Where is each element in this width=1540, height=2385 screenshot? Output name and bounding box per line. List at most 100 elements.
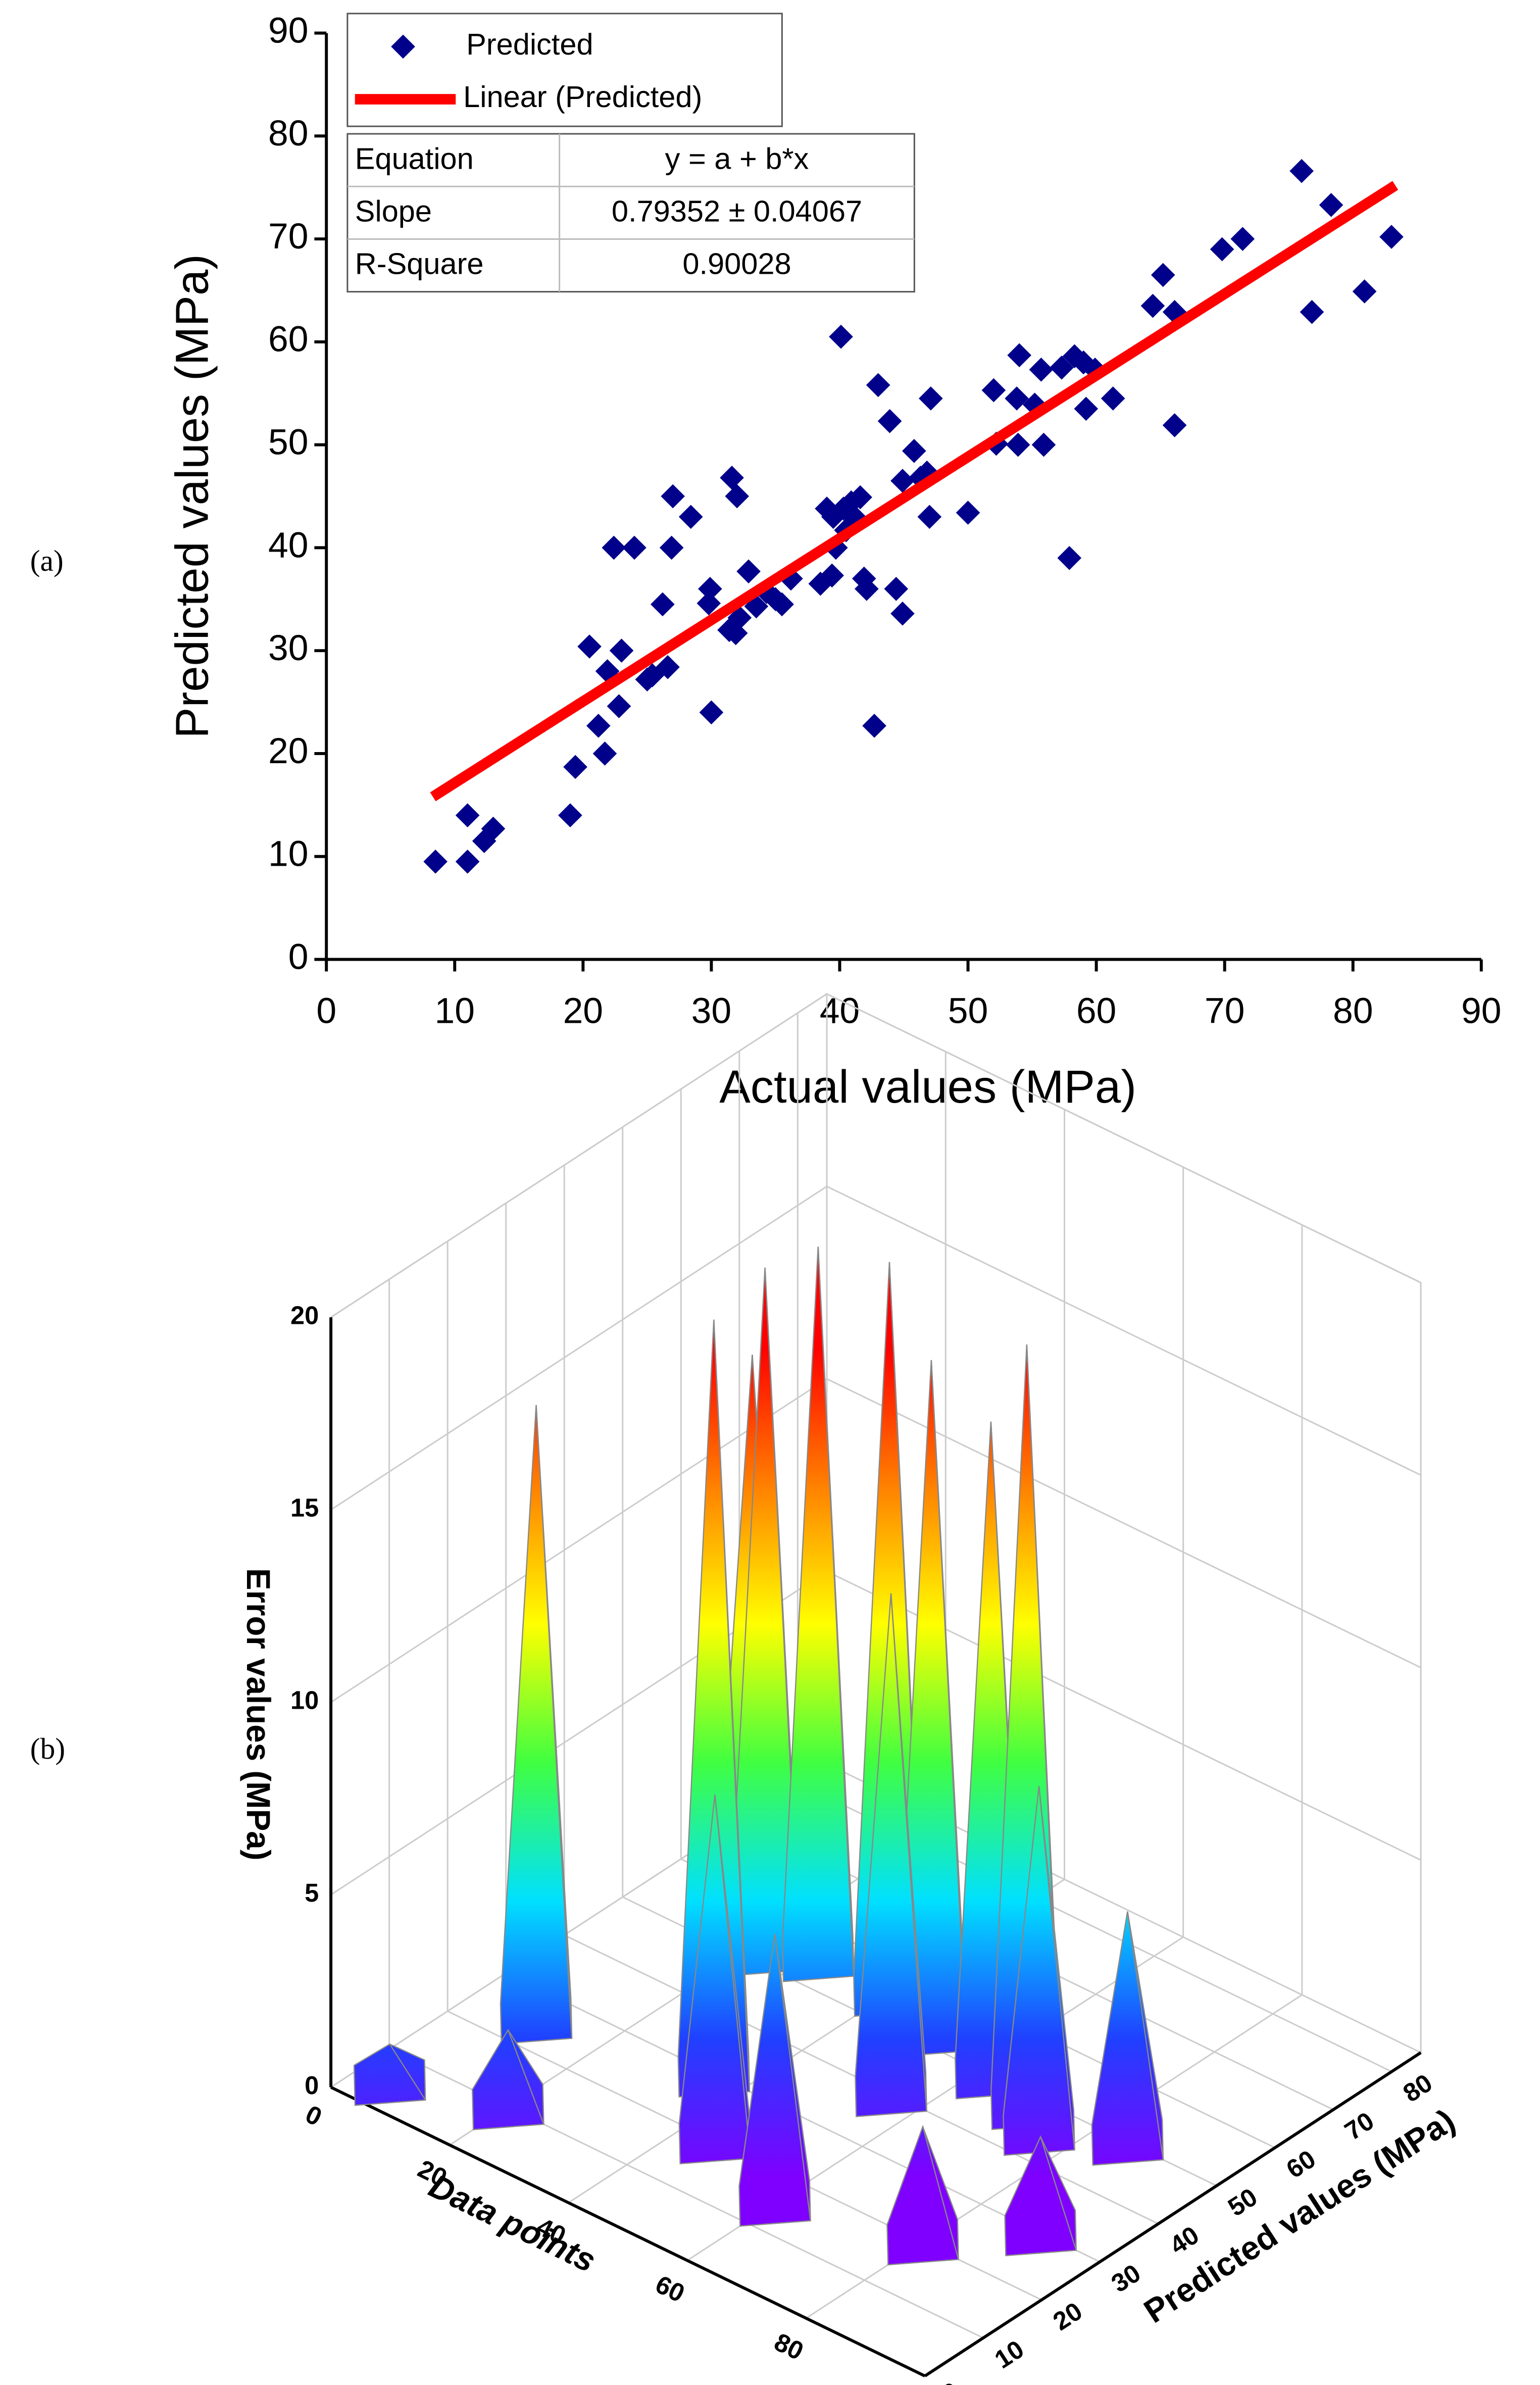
- surface-peak: [855, 1593, 927, 2117]
- fit-line: [430, 181, 1399, 802]
- y-tick-label: 90: [268, 10, 308, 51]
- point: [1379, 225, 1404, 249]
- point: [1151, 263, 1175, 287]
- table-cell: R-Square: [355, 247, 484, 281]
- stats-table: [346, 133, 915, 293]
- point: [656, 655, 680, 679]
- surface-peak: [500, 1405, 573, 2045]
- y-tick-label: 60: [268, 319, 308, 360]
- surface-edge: [1038, 1786, 1075, 2150]
- grid-line: [330, 1185, 1421, 1511]
- y-tick-label: 70: [1339, 2106, 1379, 2146]
- point: [1006, 432, 1030, 457]
- point: [1005, 386, 1029, 411]
- point: [1101, 386, 1125, 411]
- y-tick-label: 40: [1164, 2220, 1204, 2260]
- surface-peak: [1004, 2135, 1077, 2257]
- y-tick-label: 80: [268, 113, 308, 154]
- point: [602, 535, 626, 560]
- legend-label: Predicted: [466, 27, 593, 61]
- point: [678, 505, 703, 529]
- point: [1074, 396, 1099, 421]
- point: [1289, 159, 1314, 183]
- x-tick-label: 70: [1205, 991, 1245, 1031]
- x-tick-label: 50: [948, 991, 988, 1031]
- y-tick-label: 80: [1398, 2068, 1437, 2108]
- x-tick-label: 10: [435, 991, 475, 1031]
- table-cell: Equation: [355, 141, 474, 175]
- point: [820, 563, 844, 588]
- point: [1029, 358, 1054, 382]
- x-tick-label: 0: [301, 2100, 326, 2132]
- grid-line: [686, 1167, 1184, 2261]
- surface-edge: [389, 2044, 426, 2101]
- point: [698, 577, 722, 601]
- surface-peak: [353, 2043, 426, 2106]
- point: [622, 535, 647, 560]
- surface-edge: [713, 1319, 751, 2092]
- surface-edge: [922, 2126, 959, 2260]
- point: [866, 373, 890, 398]
- point: [558, 803, 582, 828]
- y-tick-label: 50: [268, 422, 308, 462]
- point: [877, 409, 902, 433]
- x-tick-label: 100: [882, 2382, 933, 2385]
- point: [1230, 227, 1255, 251]
- x-axis: [330, 2085, 926, 2377]
- x-tick-label: 80: [770, 2327, 808, 2366]
- surface-edge: [890, 1593, 927, 2111]
- point: [563, 755, 587, 779]
- y-tick-label: 20: [268, 731, 308, 771]
- point: [890, 469, 915, 493]
- point: [917, 505, 942, 529]
- point: [607, 694, 631, 719]
- z-tick-label: 20: [290, 1301, 319, 1329]
- y-tick-label: 50: [1223, 2182, 1262, 2222]
- y-tick-label: 0: [937, 2376, 965, 2385]
- table-cell: Slope: [355, 194, 432, 228]
- z-tick-label: 15: [290, 1494, 319, 1522]
- grid-line: [806, 1225, 1303, 2319]
- point: [423, 850, 448, 874]
- point: [577, 634, 602, 659]
- point: [586, 714, 611, 738]
- table-cell: y = a + b*x: [665, 141, 809, 175]
- point: [902, 439, 926, 463]
- x-tick-label: 30: [691, 991, 731, 1031]
- point: [455, 803, 480, 828]
- surface-peak: [678, 1794, 752, 2165]
- y-tick-label: 30: [1106, 2258, 1146, 2298]
- surface-edge: [714, 1794, 752, 2159]
- y-axis: [924, 2051, 1422, 2377]
- point: [592, 741, 617, 766]
- point: [1352, 279, 1377, 304]
- point: [659, 535, 684, 560]
- point: [1140, 293, 1165, 318]
- x-axis-title: Actual values (MPa): [719, 1060, 1136, 1113]
- point: [1162, 413, 1187, 437]
- y-tick-label: 70: [268, 216, 308, 257]
- surface-peak: [472, 2028, 544, 2130]
- z-axis-title: Error values (MPa): [240, 1568, 277, 1861]
- surface-edge: [817, 1247, 855, 1976]
- point: [725, 484, 750, 509]
- panel-label: (a): [30, 544, 64, 577]
- table-cell: 0.79352 ± 0.04067: [612, 194, 862, 228]
- x-tick-label: 60: [1076, 991, 1116, 1031]
- point: [981, 378, 1006, 403]
- point: [661, 484, 685, 509]
- point: [1210, 237, 1234, 262]
- x-tick-label: 0: [316, 991, 336, 1031]
- grid-line: [330, 993, 1421, 1318]
- legend-label: Linear (Predicted): [463, 80, 702, 114]
- y-tick-label: 40: [268, 525, 308, 565]
- legend-marker: [391, 34, 415, 59]
- panel-label: (b): [30, 1732, 65, 1765]
- surface-edge: [507, 2029, 544, 2125]
- point: [1300, 300, 1324, 324]
- point: [736, 559, 761, 584]
- surface-edge: [774, 1933, 811, 2221]
- point: [1031, 432, 1056, 457]
- z-tick-label: 0: [305, 2071, 319, 2100]
